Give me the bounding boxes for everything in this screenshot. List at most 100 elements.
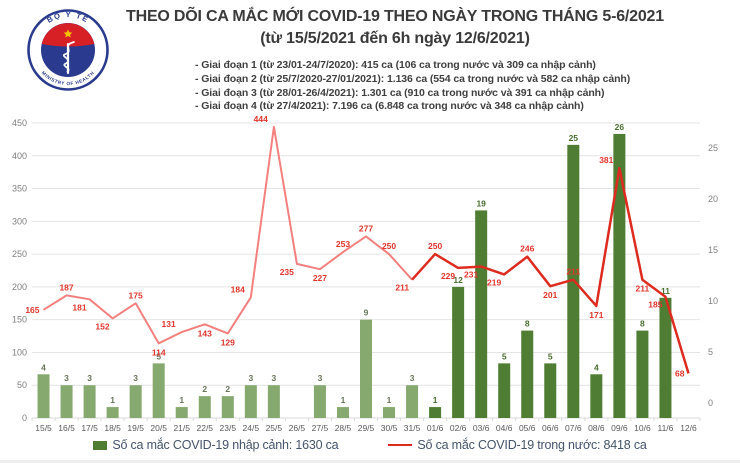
- x-tick-label: 16/5: [58, 423, 75, 433]
- x-tick-label: 28/5: [335, 423, 352, 433]
- phase-line: - Giai đoạn 3 (từ 28/01-26/4/2021): 1.30…: [195, 86, 605, 99]
- x-tick-label: 26/5: [289, 423, 306, 433]
- line-label: 131: [162, 319, 176, 329]
- line-label: 211: [566, 267, 580, 277]
- bar: [244, 385, 257, 418]
- left-axis-label: 200: [12, 282, 27, 292]
- bar-label: 3: [248, 373, 253, 383]
- bar: [590, 374, 603, 418]
- x-tick-label: 01/6: [427, 423, 444, 433]
- line-label: 185: [648, 300, 662, 310]
- bar: [129, 385, 142, 418]
- bar: [336, 407, 349, 418]
- bar: [360, 319, 372, 418]
- bar: [198, 396, 211, 418]
- x-tick-label: 02/6: [450, 423, 467, 433]
- line-label: 229: [441, 271, 455, 281]
- bar-label: 12: [453, 275, 463, 285]
- case-line-recent: [411, 166, 690, 374]
- line-label: 235: [280, 267, 294, 277]
- bar-label: 3: [133, 373, 138, 383]
- x-tick-label: 27/5: [312, 423, 329, 433]
- x-tick-label: 24/5: [243, 423, 260, 433]
- x-tick-label: 06/6: [542, 423, 559, 433]
- x-tick-label: 30/5: [381, 423, 398, 433]
- right-axis-label: 10: [708, 296, 718, 306]
- x-tick-label: 19/5: [127, 423, 144, 433]
- x-tick-label: 11/6: [657, 423, 673, 433]
- x-tick-label: 25/5: [266, 423, 283, 433]
- bar: [313, 385, 326, 418]
- x-tick-label: 07/6: [565, 423, 582, 433]
- line-label: 253: [336, 239, 350, 249]
- left-axis-label: 150: [12, 315, 27, 325]
- bar: [406, 385, 419, 418]
- logo-snake-icon: [62, 41, 75, 73]
- phase-line: - Giai đoạn 2 (từ 25/7/2020-27/01/2021):…: [195, 72, 631, 85]
- bar: [475, 210, 488, 418]
- bar-label: 5: [548, 351, 553, 361]
- bar-label: 3: [271, 373, 276, 383]
- right-axis-label: 5: [708, 347, 713, 357]
- logo-star-icon: [63, 29, 73, 38]
- right-axis-label: 15: [708, 245, 718, 255]
- left-axis-label: 0: [22, 413, 27, 423]
- bar: [60, 385, 73, 418]
- bar-label: 1: [341, 395, 346, 405]
- left-axis-label: 350: [12, 184, 27, 194]
- left-axis-label: 50: [17, 380, 27, 390]
- x-tick-label: 04/6: [496, 423, 513, 433]
- x-tick-label: 31/5: [404, 423, 421, 433]
- line-label: 184: [231, 284, 245, 294]
- line-label: 187: [59, 282, 73, 292]
- bar-label: 8: [640, 319, 645, 329]
- bar: [429, 407, 442, 418]
- line-label: 277: [359, 223, 373, 233]
- bar-label: 1: [433, 395, 438, 405]
- bar-label: 1: [179, 395, 184, 405]
- line-label: 227: [313, 273, 327, 283]
- bar-label: 9: [364, 308, 369, 318]
- x-tick-label: 09/6: [611, 423, 628, 433]
- line-label: 171: [589, 310, 603, 320]
- right-axis-label: 0: [708, 398, 713, 408]
- bar-label: 2: [225, 384, 230, 394]
- header: THEO DÕI CA MẮC MỚI COVID-19 THEO NGÀY T…: [115, 6, 675, 50]
- bar-label: 1: [110, 395, 115, 405]
- bar-label: 4: [41, 362, 46, 372]
- right-axis-label: 20: [708, 194, 718, 204]
- x-tick-label: 29/5: [358, 423, 375, 433]
- chart-legend: Số ca mắc COVID-19 nhập cảnh: 1630 ca Số…: [0, 438, 740, 452]
- legend-label-imported: Số ca mắc COVID-19 nhập cảnh: 1630 ca: [112, 438, 339, 452]
- left-axis-label: 100: [12, 347, 27, 357]
- legend-label-domestic: Số ca mắc COVID-19 trong nước: 8418 ca: [417, 438, 647, 452]
- bar: [544, 363, 557, 418]
- line-label: 201: [543, 290, 557, 300]
- page-title: THEO DÕI CA MẮC MỚI COVID-19 THEO NGÀY T…: [126, 8, 664, 25]
- line-label: 143: [198, 328, 212, 338]
- phase-line: - Giai đoạn 4 (từ 27/4/2021): 7.196 ca (…: [195, 100, 584, 113]
- line-label: 381: [599, 155, 613, 165]
- bar-label: 11: [661, 286, 670, 296]
- bar: [175, 407, 188, 418]
- x-tick-label: 22/5: [196, 423, 213, 433]
- bar: [152, 363, 165, 418]
- bar-label: 19: [476, 198, 486, 208]
- x-tick-label: 23/5: [220, 423, 237, 433]
- left-axis-label: 450: [12, 118, 27, 128]
- bar: [452, 286, 465, 418]
- bar-label: 26: [615, 122, 625, 132]
- bar-label: 1: [387, 395, 392, 405]
- bar: [498, 363, 511, 418]
- bar: [106, 407, 119, 418]
- line-label: 246: [520, 244, 534, 254]
- left-axis-label: 400: [12, 151, 27, 161]
- legend-item-domestic: Số ca mắc COVID-19 trong nước: 8418 ca: [388, 438, 647, 452]
- x-tick-label: 15/5: [35, 423, 52, 433]
- x-tick-label: 08/6: [588, 423, 605, 433]
- bar: [383, 407, 396, 418]
- line-label: 181: [72, 302, 86, 312]
- bar-label: 3: [64, 373, 69, 383]
- bar-label: 8: [525, 319, 530, 329]
